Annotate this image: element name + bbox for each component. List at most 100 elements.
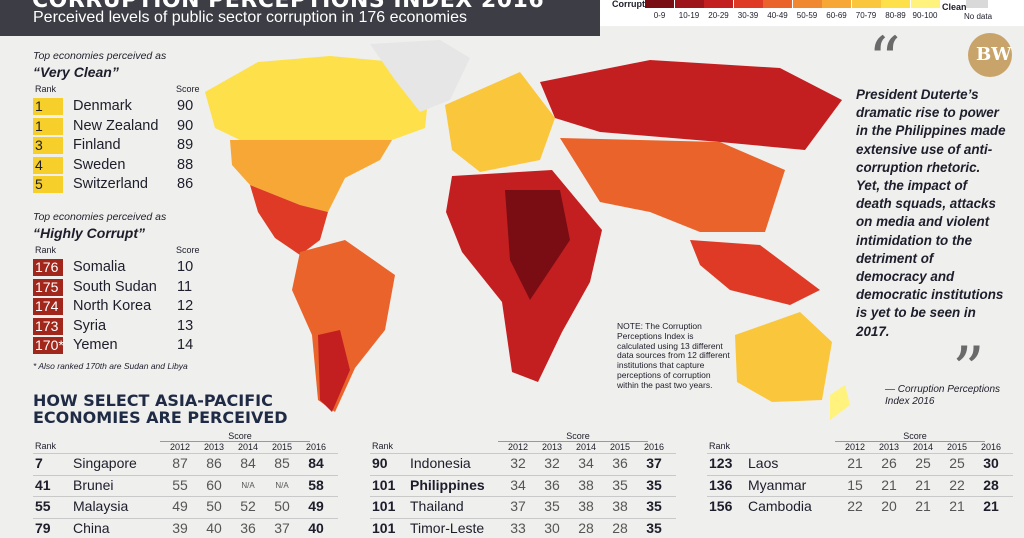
section-heading: HOW SELECT ASIA-PACIFIC xyxy=(33,391,273,410)
legend-no-data-label: No data xyxy=(964,12,993,21)
southeast-asia xyxy=(690,240,820,305)
country: North Korea xyxy=(73,298,152,315)
legend-swatch xyxy=(910,0,940,8)
rank: 7 xyxy=(35,455,43,471)
row-rule xyxy=(33,517,338,519)
row-rule xyxy=(33,496,338,497)
year-header: 2016 xyxy=(980,442,1002,452)
score: 60 xyxy=(206,476,222,493)
country: Denmark xyxy=(73,98,132,114)
list-intro: Top economies perceived as xyxy=(33,50,167,62)
score-rule xyxy=(835,441,985,442)
score: 21 xyxy=(881,476,897,493)
score: 36 xyxy=(612,455,628,471)
quote-source: — Corruption Perceptions Index 2016 xyxy=(885,384,1001,407)
score-header: Score xyxy=(566,431,590,441)
score: 25 xyxy=(915,455,931,471)
europe xyxy=(445,72,555,172)
list-intro: Top economies perceived as xyxy=(33,211,167,223)
row-rule xyxy=(707,496,1013,497)
score: 26 xyxy=(881,455,897,471)
score-header: Score xyxy=(176,245,200,255)
score: 40 xyxy=(308,519,324,536)
year-header: 2013 xyxy=(878,442,900,452)
legend-swatch xyxy=(763,0,792,8)
quote-mark-close: ” xyxy=(952,334,985,408)
title: CORRUPTION PERCEPTIONS INDEX 2016 xyxy=(32,0,545,13)
legend-swatch xyxy=(792,0,822,8)
rank: 55 xyxy=(35,498,51,514)
score-rule xyxy=(160,441,310,442)
legend-no-data-swatch xyxy=(966,0,988,8)
legend-high: Clean xyxy=(942,2,967,12)
score: 49 xyxy=(308,498,324,514)
legend-swatch xyxy=(822,0,851,8)
score: 10 xyxy=(177,259,194,275)
score: 36 xyxy=(544,476,560,493)
argentina xyxy=(318,330,350,412)
greenland xyxy=(370,40,470,112)
score-header: Score xyxy=(228,431,252,441)
year-header: 2014 xyxy=(912,442,934,452)
score-header: Score xyxy=(903,431,927,441)
score: 39 xyxy=(172,519,188,536)
score: 30 xyxy=(983,455,999,471)
score: 38 xyxy=(578,476,594,493)
score: 50 xyxy=(274,498,290,514)
country: Syria xyxy=(73,317,107,334)
year-header: 2016 xyxy=(643,442,665,452)
country: New Zealand xyxy=(73,117,159,134)
new-zealand xyxy=(830,385,850,420)
score: 21 xyxy=(847,455,863,471)
rank: 41 xyxy=(35,476,51,493)
country: Sweden xyxy=(73,156,126,173)
header-band xyxy=(0,0,600,36)
year-header: 2015 xyxy=(271,442,293,452)
score: 85 xyxy=(274,455,290,471)
country: South Sudan xyxy=(73,278,157,295)
score: 22 xyxy=(847,498,863,514)
year-header: 2012 xyxy=(169,442,191,452)
score: 32 xyxy=(544,455,560,471)
legend-range-label: 0-9 xyxy=(653,11,666,20)
rank-box: 170* xyxy=(33,337,64,355)
rank-box: 1 xyxy=(33,117,63,135)
score: 58 xyxy=(308,476,324,493)
south-america xyxy=(292,240,395,412)
score: 55 xyxy=(172,476,188,493)
score: 11 xyxy=(177,278,193,295)
rank-box: 5 xyxy=(33,176,63,194)
legend-range-label: 60-69 xyxy=(826,11,847,20)
rank-box: 175 xyxy=(33,278,63,296)
year-header: 2015 xyxy=(946,442,968,452)
country: Singapore xyxy=(73,455,137,471)
list-heading: “Very Clean” xyxy=(33,64,119,80)
legend-range-label: 80-89 xyxy=(885,11,906,20)
year-header: 2014 xyxy=(237,442,259,452)
country: Switzerland xyxy=(73,176,148,193)
score: 35 xyxy=(646,519,662,536)
score-rule xyxy=(498,441,648,442)
score: 89 xyxy=(177,137,194,154)
legend-swatch xyxy=(881,0,910,8)
score: 30 xyxy=(544,519,560,536)
country: Yemen xyxy=(73,337,118,354)
score: 52 xyxy=(240,498,256,514)
country: Philippines xyxy=(410,476,485,493)
year-header: 2015 xyxy=(609,442,631,452)
score-header: Score xyxy=(176,84,200,94)
list-heading: “Highly Corrupt” xyxy=(33,225,145,241)
rank: 136 xyxy=(709,476,733,493)
central-africa xyxy=(505,190,570,300)
score: 86 xyxy=(177,176,194,193)
year-header: 2013 xyxy=(541,442,563,452)
score: 38 xyxy=(612,498,628,514)
year-header: 2012 xyxy=(844,442,866,452)
score: 35 xyxy=(612,476,628,493)
country: Myanmar xyxy=(748,476,807,493)
score: N/A xyxy=(241,480,255,490)
legend-range-label: 50-59 xyxy=(796,11,818,20)
legend-range-label: 20-29 xyxy=(708,11,729,20)
score: 84 xyxy=(308,455,324,471)
